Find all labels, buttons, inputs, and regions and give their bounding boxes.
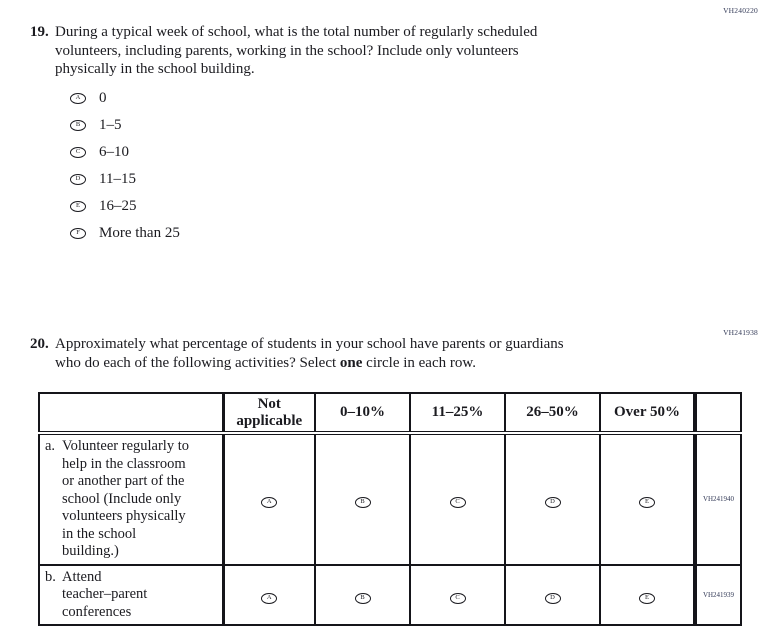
question-20-line2: who do each of the following activities?… (55, 354, 476, 371)
row-b-cell-not-applicable: A (222, 563, 316, 626)
answer-bubble-e[interactable]: E (70, 201, 86, 212)
row-b-bubble-e[interactable]: E (639, 592, 655, 604)
option-label-b: 1–5 (99, 117, 122, 133)
header-11-25: 11–25% (409, 392, 506, 435)
row-a-bubble-a[interactable]: A (261, 497, 278, 508)
row-a-letter: a. (45, 438, 56, 454)
row-b-label-cell: b. Attend teacher–parent conferences (38, 563, 225, 626)
option-row-b: B 1–5 (70, 112, 180, 139)
row-a-bubble-c[interactable]: C (449, 497, 466, 508)
row-a-bubble-d[interactable]: D (544, 497, 561, 508)
header-0-10: 0–10% (314, 392, 411, 435)
row-a-cell-not-applicable: A (222, 432, 316, 566)
row-b-bubble-a[interactable]: A (261, 592, 278, 604)
question-19-number: 19. (30, 24, 49, 40)
row-a-cell-0-10: B (314, 432, 411, 566)
bold-word-one: one (339, 354, 363, 371)
row-a-item-code: VH241940 (693, 432, 742, 566)
question-20-text: Approximately what percentage of student… (55, 335, 655, 372)
row-b-letter: b. (45, 568, 56, 585)
answer-bubble-f[interactable]: F (70, 228, 86, 239)
header-26-50: 26–50% (504, 392, 601, 435)
item-code-q20: VH241938 (723, 328, 758, 337)
item-code-q19: VH240220 (723, 6, 758, 15)
option-row-e: E 16–25 (70, 193, 180, 220)
question-20-matrix-table: Not applicable 0–10% 11–25% 26–50% Over 5… (38, 392, 742, 626)
option-label-a: 0 (99, 90, 107, 106)
row-a-bubble-e[interactable]: E (639, 497, 655, 508)
question-20-line1: Approximately what percentage of student… (55, 336, 564, 352)
question-19-text: During a typical week of school, what is… (55, 24, 538, 77)
row-a-cell-11-25: C (409, 432, 506, 566)
row-b-bubble-d[interactable]: D (544, 592, 561, 604)
option-row-c: C 6–10 (70, 139, 180, 166)
option-label-e: 16–25 (99, 198, 137, 214)
row-b-cell-0-10: B (314, 563, 411, 626)
row-a-cell-26-50: D (504, 432, 601, 566)
row-b-bubble-c[interactable]: C (449, 592, 466, 604)
row-b-bubble-b[interactable]: B (354, 592, 371, 604)
option-label-d: 11–15 (99, 171, 136, 187)
row-a-label-cell: a. Volunteer regularly to help in the cla… (38, 432, 225, 566)
row-a-cell-over-50: E (599, 432, 696, 566)
answer-bubble-b[interactable]: B (70, 120, 86, 131)
row-b-item-code: VH241939 (693, 563, 742, 626)
answer-bubble-c[interactable]: C (70, 147, 86, 158)
option-row-a: A 0 (70, 85, 180, 112)
option-row-f: F More than 25 (70, 220, 180, 247)
row-a-bubble-b[interactable]: B (354, 497, 371, 508)
option-label-f: More than 25 (99, 225, 180, 241)
table-row-a: a. Volunteer regularly to help in the cla… (38, 432, 742, 566)
table-header-row: Not applicable 0–10% 11–25% 26–50% Over 5… (38, 392, 742, 435)
question-20-number: 20. (30, 336, 49, 352)
row-b-cell-over-50: E (599, 563, 696, 626)
header-empty-label (38, 392, 225, 435)
header-not-applicable: Not applicable (222, 392, 316, 435)
question-19-options: A 0 B 1–5 C 6–10 D 11–15 E 16–25 F More … (70, 85, 180, 247)
row-b-cell-26-50: D (504, 563, 601, 626)
option-label-c: 6–10 (99, 144, 129, 160)
header-over-50: Over 50% (599, 392, 696, 435)
table-row-b: b. Attend teacher–parent conferences A B C… (38, 563, 742, 626)
header-empty-code (693, 392, 742, 435)
answer-bubble-a[interactable]: A (70, 93, 86, 104)
row-b-cell-11-25: C (409, 563, 506, 626)
row-a-label-text: Volunteer regularly to help in the classr… (62, 438, 189, 559)
option-row-d: D 11–15 (70, 166, 180, 193)
row-b-label-text: Attend teacher–parent conferences (62, 568, 148, 620)
answer-bubble-d[interactable]: D (70, 174, 86, 185)
